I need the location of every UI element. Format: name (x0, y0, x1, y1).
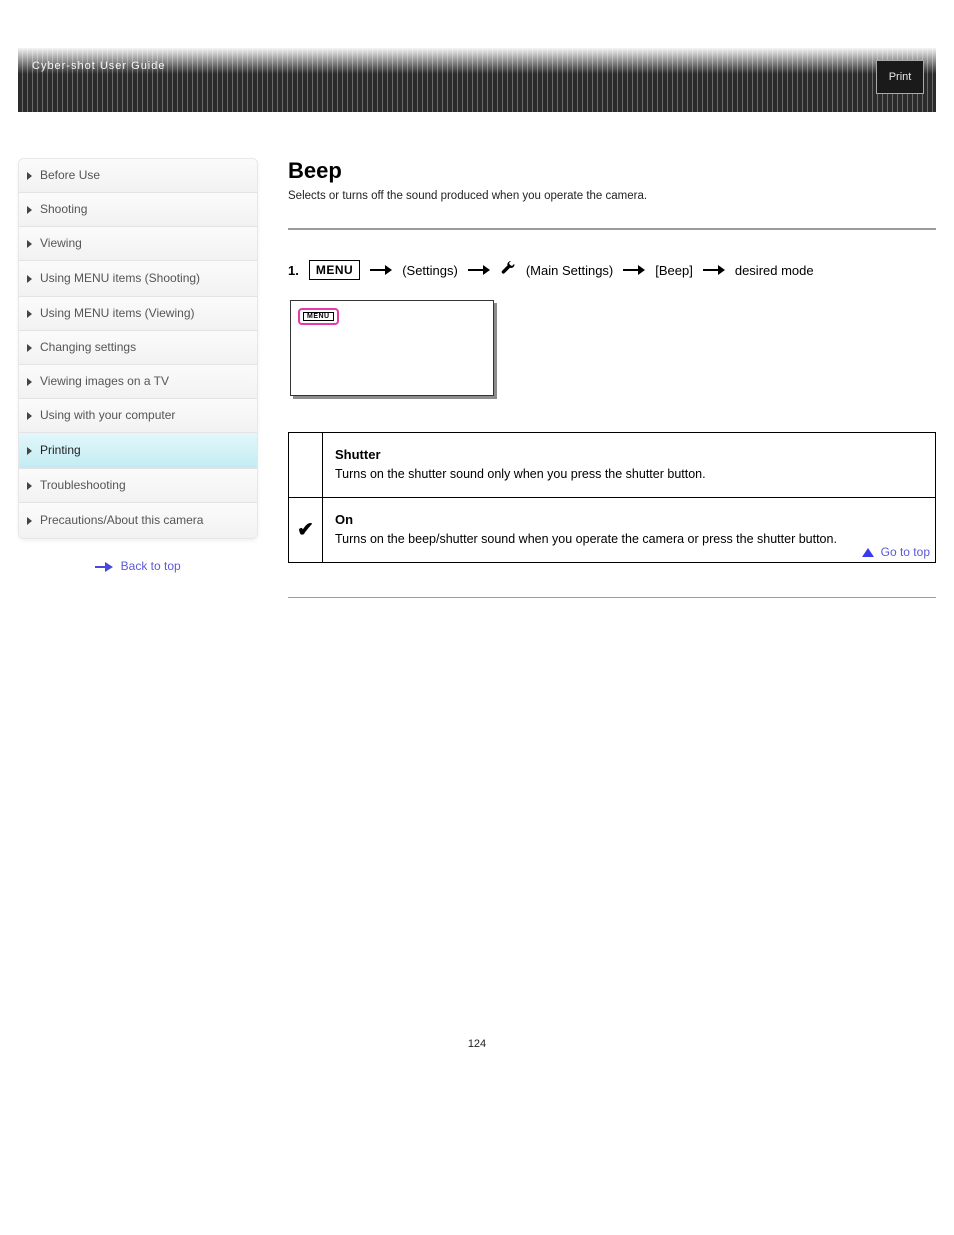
triangle-up-icon (862, 548, 874, 557)
option-cell: Shutter Turns on the shutter sound only … (323, 433, 936, 498)
chevron-right-icon (27, 517, 32, 525)
sidebar-item-label: Using MENU items (Viewing) (40, 306, 194, 321)
sidebar-item-label: Before Use (40, 168, 100, 183)
chevron-right-icon (27, 275, 32, 283)
chevron-right-icon (27, 412, 32, 420)
layout: Before Use Shooting Viewing Using MENU i… (18, 158, 936, 598)
step-desired-mode: desired mode (735, 263, 814, 278)
sidebar-item-tv[interactable]: Viewing images on a TV (19, 365, 257, 399)
step-beep: [Beep] (655, 263, 693, 278)
step-main-settings: (Main Settings) (526, 263, 613, 278)
options-table: Shutter Turns on the shutter sound only … (288, 432, 936, 563)
sidebar-item-menu-shooting[interactable]: Using MENU items (Shooting) (19, 261, 257, 297)
step-settings: (Settings) (402, 263, 458, 278)
print-button[interactable]: Print (876, 60, 924, 94)
page-number: 124 (18, 1038, 936, 1050)
chevron-right-icon (27, 310, 32, 318)
sidebar-item-changing-settings[interactable]: Changing settings (19, 331, 257, 365)
sidebar-item-label: Printing (40, 443, 81, 458)
chevron-right-icon (27, 447, 32, 455)
table-row: Shutter Turns on the shutter sound only … (289, 433, 936, 498)
sidebar-item-precautions[interactable]: Precautions/About this camera (19, 503, 257, 538)
device-screen-figure: MENU (290, 300, 494, 396)
chevron-right-icon (27, 240, 32, 248)
sidebar-item-menu-viewing[interactable]: Using MENU items (Viewing) (19, 297, 257, 331)
page-title: Beep (288, 158, 936, 184)
option-title: Shutter (335, 447, 923, 462)
sidebar-item-computer[interactable]: Using with your computer (19, 399, 257, 433)
option-default-mark (289, 433, 323, 498)
sidebar-item-troubleshooting[interactable]: Troubleshooting (19, 469, 257, 503)
sidebar-item-label: Troubleshooting (40, 478, 126, 493)
figure-menu-label: MENU (303, 312, 334, 321)
sidebar-item-label: Viewing (40, 236, 82, 251)
bottom-divider (288, 597, 936, 598)
sidebar-item-before-use[interactable]: Before Use (19, 159, 257, 193)
back-to-top-label[interactable]: Back to top (121, 559, 181, 573)
sidebar-item-label: Using with your computer (40, 408, 175, 423)
figure-menu-highlight: MENU (298, 308, 339, 325)
sidebar-item-label: Using MENU items (Shooting) (40, 271, 200, 286)
main-content: Beep Selects or turns off the sound prod… (288, 158, 936, 598)
sidebar-item-label: Precautions/About this camera (40, 513, 203, 528)
header-bar: Cyber-shot User Guide Print (18, 48, 936, 112)
chevron-right-icon (27, 172, 32, 180)
page-root: Cyber-shot User Guide Print Before Use S… (0, 0, 954, 1090)
chevron-right-icon (27, 482, 32, 490)
menu-box-icon: MENU (309, 260, 360, 280)
arrow-right-icon (370, 265, 392, 275)
header-title: Cyber-shot User Guide (32, 60, 166, 72)
sidebar-nav: Before Use Shooting Viewing Using MENU i… (18, 158, 258, 539)
sidebar-item-label: Shooting (40, 202, 87, 217)
bullet-number: 1. (288, 263, 299, 278)
sidebar-item-viewing[interactable]: Viewing (19, 227, 257, 261)
sidebar-item-label: Changing settings (40, 340, 136, 355)
option-title: On (335, 512, 923, 527)
back-to-top-link[interactable]: Back to top (18, 559, 258, 573)
go-to-top-label[interactable]: Go to top (881, 545, 930, 559)
arrow-right-icon (468, 265, 490, 275)
wrench-icon (500, 261, 516, 280)
wrench-svg (500, 261, 516, 277)
arrow-right-icon (623, 265, 645, 275)
chevron-right-icon (27, 344, 32, 352)
option-desc: Turns on the shutter sound only when you… (335, 466, 923, 483)
page-subtitle: Selects or turns off the sound produced … (288, 190, 936, 202)
header-subtitle: Cyber-shot User Guide (32, 60, 166, 72)
chevron-right-icon (27, 378, 32, 386)
divider (288, 228, 936, 230)
check-icon: ✔ (297, 519, 314, 541)
option-desc: Turns on the beep/shutter sound when you… (335, 531, 923, 548)
sidebar-item-printing[interactable]: Printing (19, 433, 257, 469)
sidebar-container: Before Use Shooting Viewing Using MENU i… (18, 158, 258, 573)
arrow-right-icon (703, 265, 725, 275)
print-button-label: Print (889, 71, 912, 83)
arrow-right-icon (95, 563, 113, 571)
sidebar-item-shooting[interactable]: Shooting (19, 193, 257, 227)
instruction-line: 1. MENU (Settings) (Main Settings) [Beep… (288, 260, 936, 280)
sidebar-item-label: Viewing images on a TV (40, 374, 169, 389)
chevron-right-icon (27, 206, 32, 214)
